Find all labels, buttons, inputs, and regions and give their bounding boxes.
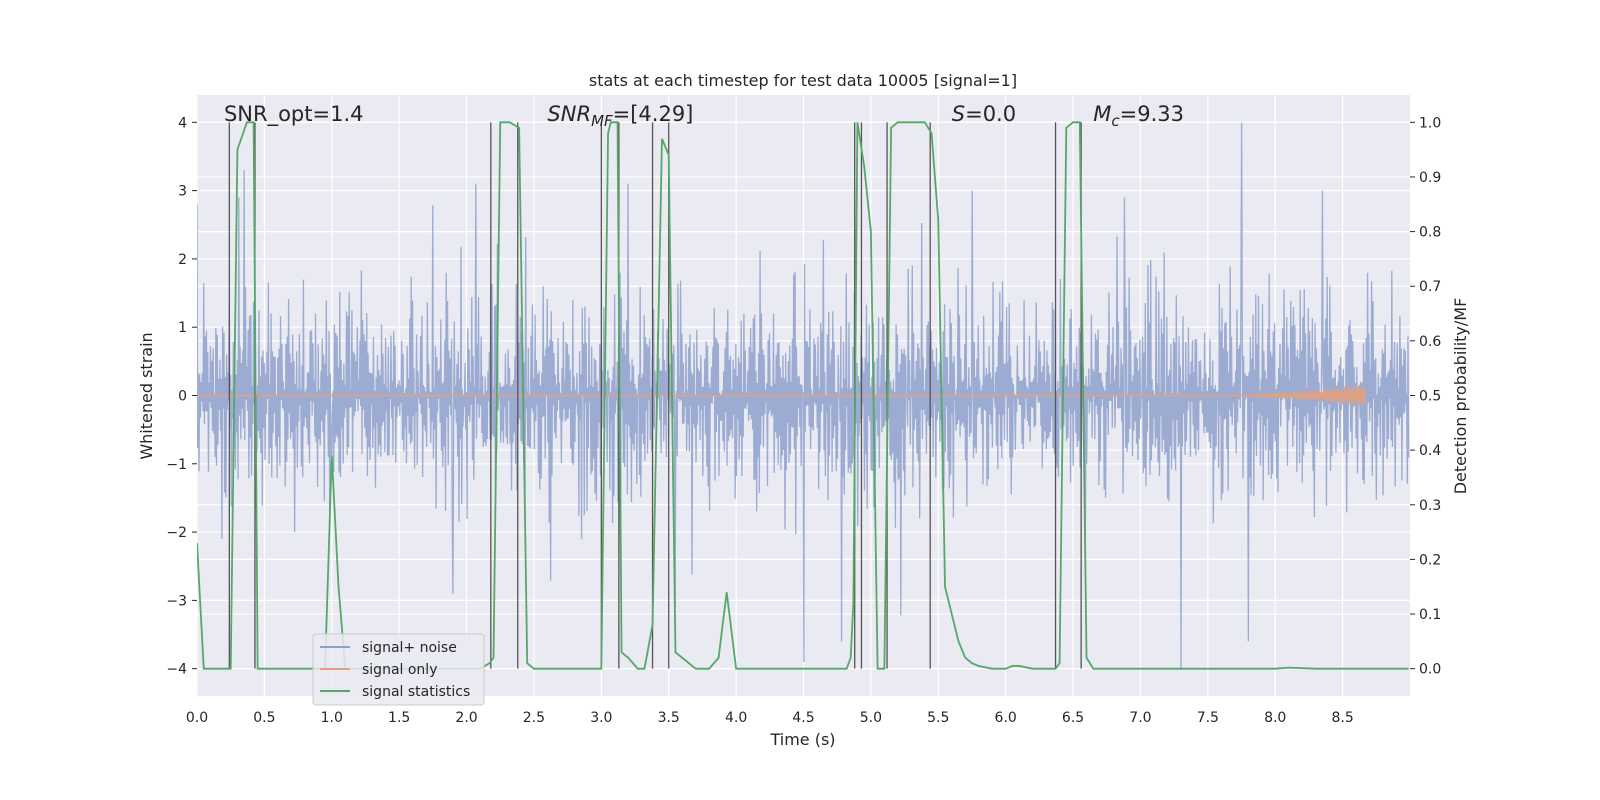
y-tick-label: −1 [166,457,187,473]
x-tick-label: 0.5 [253,710,275,726]
x-tick-label: 8.5 [1331,710,1353,726]
legend: signal+ noise signal only signal statist… [312,633,485,706]
x-tick-label: 8.0 [1264,710,1286,726]
annotation-snr-mf: SNRMF=[4.29] [547,102,693,130]
y-tick-label: −4 [166,662,187,678]
x-tick-label: 3.0 [590,710,612,726]
chart-title: stats at each timestep for test data 100… [589,71,1017,90]
y-right-tick-label: 0.2 [1419,552,1441,568]
x-tick-label: 1.0 [321,710,343,726]
x-tick-label: 1.5 [388,710,410,726]
y-tick-label: 3 [178,184,187,200]
x-tick-label: 7.5 [1197,710,1219,726]
x-tick-label: 2.5 [523,710,545,726]
y-right-tick-label: 0.5 [1419,389,1441,405]
x-tick-label: 5.0 [860,710,882,726]
legend-label-signal-only: signal only [362,662,437,678]
annotation-s-stat: S=0.0 [952,102,1016,126]
series-signal-noise [197,122,1410,669]
x-tick-label: 0.0 [186,710,208,726]
x-tick-label: 4.5 [792,710,814,726]
y-axis-right-label: Detection probability/MF [1451,298,1470,495]
y-tick-label: 0 [178,389,187,405]
x-tick-label: 5.5 [927,710,949,726]
y-tick-label: 2 [178,252,187,268]
y-right-tick-label: 0.8 [1419,225,1441,241]
signal-only-line [197,384,1367,407]
annotation-mc: Mc=9.33 [1093,102,1184,130]
y-right-tick-label: 0.0 [1419,662,1441,678]
x-tick-label: 6.0 [995,710,1017,726]
y-right-tick-label: 0.6 [1419,334,1441,350]
y-tick-label: −3 [166,593,187,609]
signal-noise-line [197,122,1410,669]
y-right-tick-label: 0.9 [1419,170,1441,186]
y-tick-label: −2 [166,525,187,541]
x-tick-label: 7.0 [1129,710,1151,726]
legend-label-signal-statistics: signal statistics [362,684,470,700]
series-signal-only [197,384,1367,407]
y-right-tick-label: 0.3 [1419,498,1441,514]
signal-statistics-line [197,121,1409,670]
series-signal-statistics [197,121,1409,670]
x-axis-ticks: 0.0 0.5 1.0 1.5 2.0 2.5 3.0 3.5 4.0 4.5 5.0 5.5 6.0 6… [186,710,1354,726]
y-tick-label: 1 [178,320,187,336]
y-axis-left-ticks: −4 −3 −2 −1 0 1 2 3 4 [166,115,197,678]
annotations: SNR_opt=1.4 SNRMF=[4.29] S=0.0 Mc=9.33 [224,102,1184,130]
y-axis-right-ticks: 0.0 0.1 0.2 0.3 0.4 0.5 0.6 0.7 0.8 0.9 1.0 [1410,115,1441,678]
y-right-tick-label: 0.1 [1419,607,1441,623]
y-right-tick-label: 1.0 [1419,115,1441,131]
x-tick-label: 4.0 [725,710,747,726]
x-tick-label: 6.5 [1062,710,1084,726]
annotation-snr-opt: SNR_opt=1.4 [224,102,364,127]
x-tick-label: 2.0 [455,710,477,726]
legend-box [312,633,485,706]
y-right-tick-label: 0.4 [1419,443,1441,459]
x-tick-label: 3.5 [658,710,680,726]
y-right-tick-label: 0.7 [1419,279,1441,295]
y-axis-label: Whitened strain [137,332,156,459]
y-tick-label: 4 [178,115,187,131]
legend-label-signal-noise: signal+ noise [362,640,457,656]
x-axis-label: Time (s) [769,730,835,749]
